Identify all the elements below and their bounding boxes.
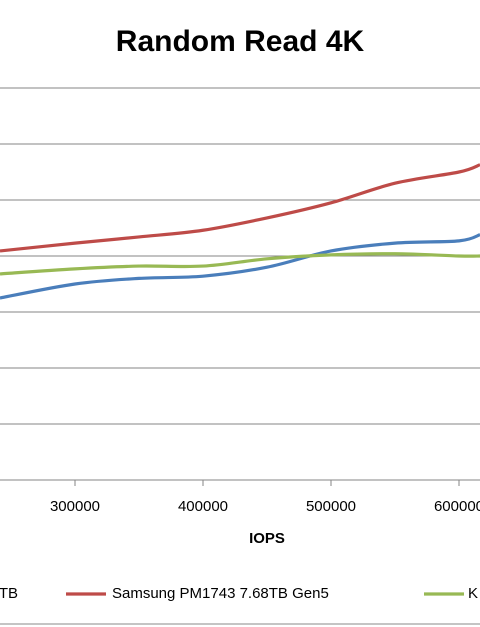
x-axis-label: IOPS — [249, 530, 285, 547]
legend-label: Samsung PM1743 7.68TB Gen5 — [112, 585, 329, 602]
series-line — [0, 163, 480, 253]
x-tick-label: 500000 — [306, 498, 356, 515]
series-line — [0, 252, 480, 276]
chart-title: Random Read 4K — [116, 25, 365, 58]
series-line — [0, 233, 480, 300]
legend-label: TB — [0, 585, 18, 602]
x-tick-label: 400000 — [178, 498, 228, 515]
x-tick-label: 600000 — [434, 498, 480, 515]
legend-label: K — [468, 585, 478, 602]
x-tick-label: 300000 — [50, 498, 100, 515]
